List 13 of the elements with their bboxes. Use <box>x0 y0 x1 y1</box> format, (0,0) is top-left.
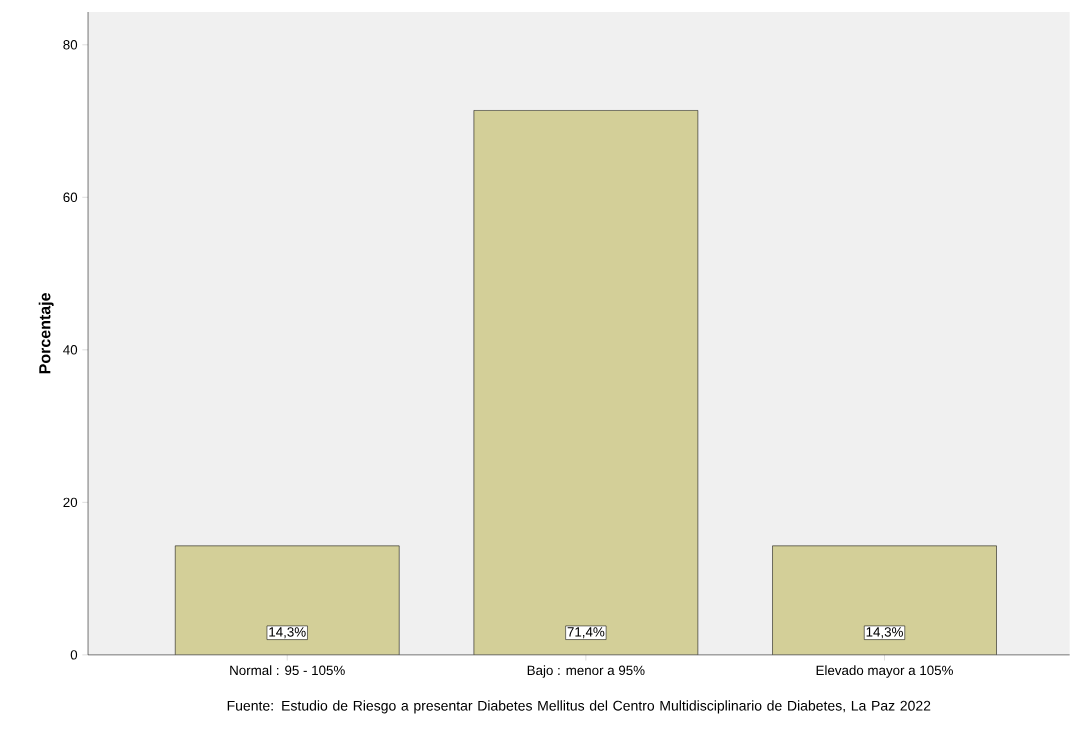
y-axis-title: Porcentaje <box>38 293 54 374</box>
source-note: Fuente: Estudio de Riesgo a presentar Diabetes Mellitus del Centro Multidisciplinario de Diabetes, La Paz 2022 <box>227 700 931 714</box>
y-tick-label: 40 <box>63 345 78 355</box>
y-tick-label: 20 <box>63 497 78 508</box>
y-tick-label: 0 <box>70 650 78 660</box>
data-label: 71,4% <box>567 627 605 639</box>
data-label: 14,3% <box>269 627 306 639</box>
x-tick-label: Bajo : menor a 95% <box>527 665 645 678</box>
y-tick-label: 80 <box>63 40 78 50</box>
y-tick-label: 60 <box>63 192 78 203</box>
data-label: 14,3% <box>866 627 903 639</box>
x-tick-label: Normal : 95 - 105% <box>230 665 345 676</box>
x-tick-label: Elevado mayor a 105% <box>816 665 953 678</box>
